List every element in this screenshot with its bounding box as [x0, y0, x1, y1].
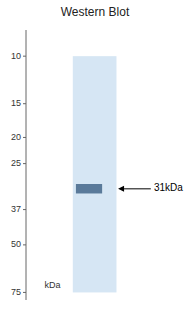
- y-tick-label: 75: [11, 287, 21, 297]
- gel-lane: [73, 56, 117, 292]
- y-tick-label: 10: [11, 51, 21, 61]
- y-tick-label: 20: [11, 132, 21, 142]
- chart-container: Western Blot 75 50 37 25 20 15 10 kDa 31kDa: [0, 0, 190, 309]
- y-tick: [23, 137, 26, 138]
- y-tick-label: 50: [11, 239, 21, 249]
- y-tick: [23, 103, 26, 104]
- y-axis-line: [26, 30, 27, 300]
- y-tick: [23, 163, 26, 164]
- y-tick: [23, 209, 26, 210]
- y-tick: [23, 56, 26, 57]
- arrow-head: [118, 186, 124, 192]
- band: [76, 184, 102, 193]
- y-tick: [23, 244, 26, 245]
- y-axis-label: kDa: [45, 280, 61, 290]
- y-tick: [23, 292, 26, 293]
- plot-area: [73, 56, 117, 292]
- title: Western Blot: [61, 5, 130, 19]
- y-tick-label: 25: [11, 158, 21, 168]
- data-label: 31kDa: [154, 182, 183, 193]
- y-tick-label: 15: [11, 98, 21, 108]
- y-tick-label: 37: [11, 204, 21, 214]
- chart: Western Blot 75 50 37 25 20 15 10 kDa 31kDa: [0, 0, 190, 309]
- arrow-shaft: [123, 188, 151, 189]
